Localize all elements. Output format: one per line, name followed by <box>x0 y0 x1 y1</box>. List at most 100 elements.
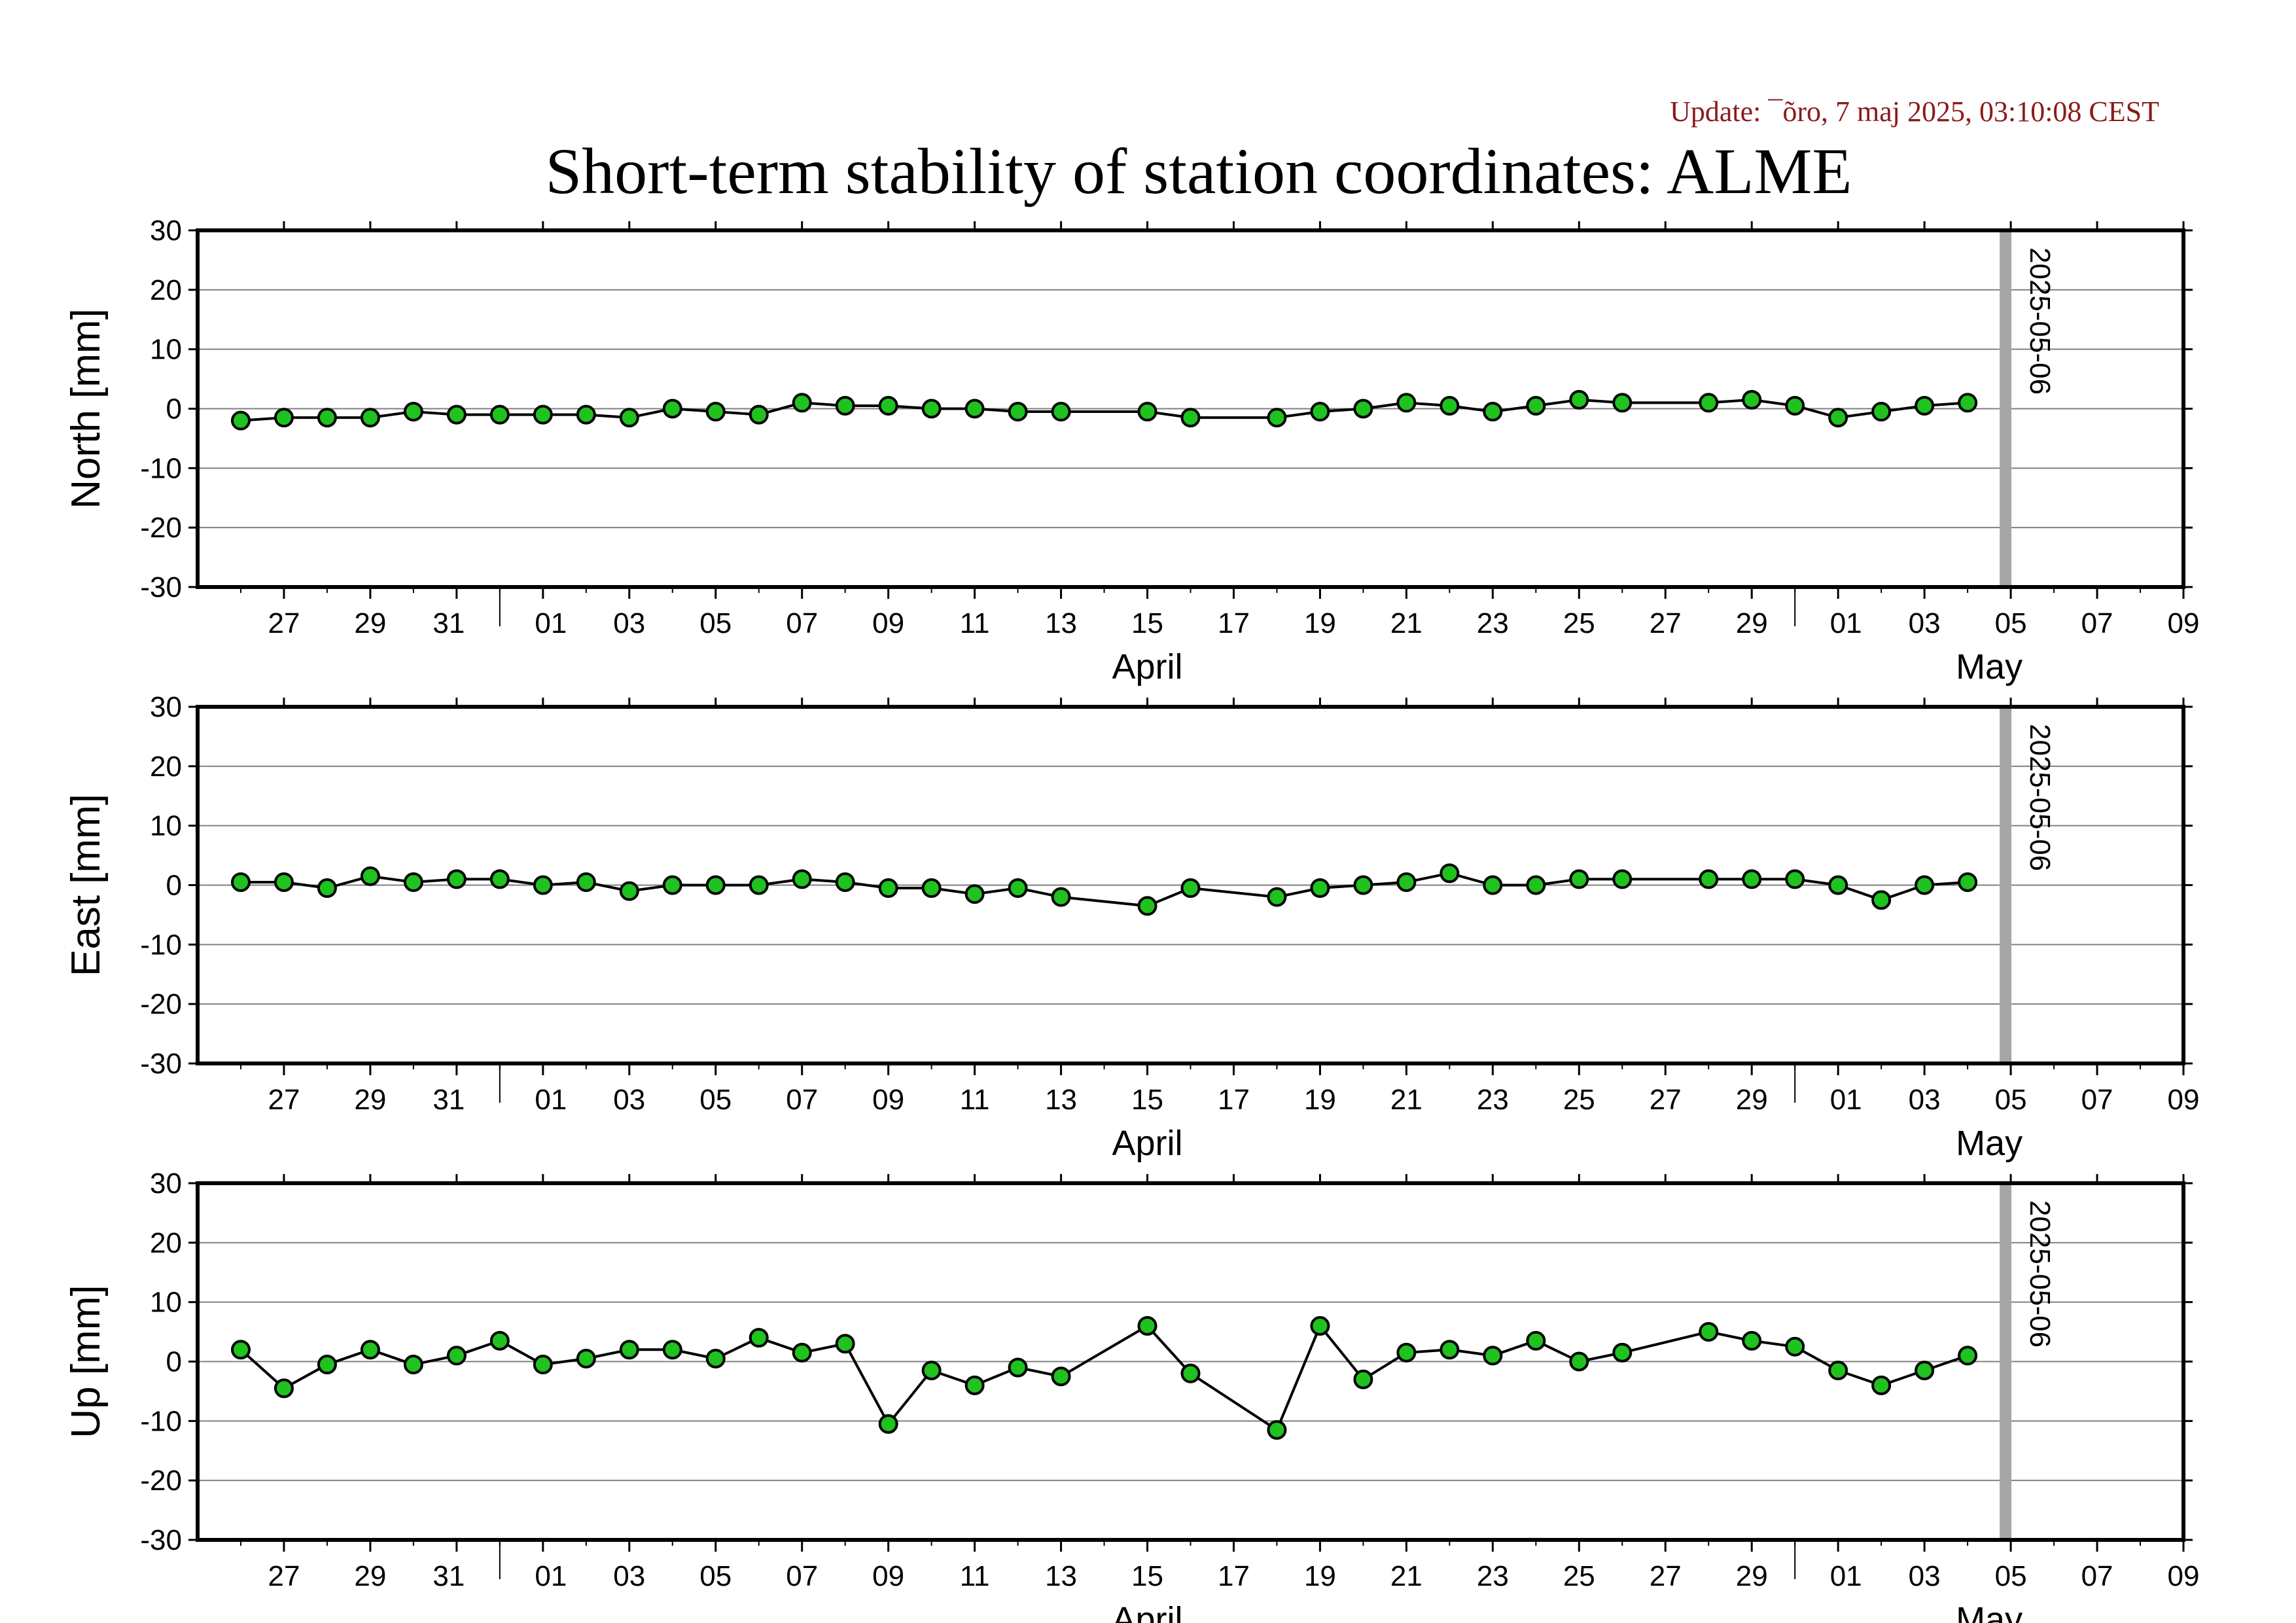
x-tick-label: 25 <box>1563 1560 1595 1592</box>
x-tick-label: 27 <box>268 607 300 639</box>
y-tick-label: -20 <box>140 988 182 1020</box>
x-tick-label: 19 <box>1304 1560 1336 1592</box>
data-point <box>835 1334 855 1354</box>
x-tick-label: 29 <box>354 1560 386 1592</box>
y-tick-label: 30 <box>150 691 182 723</box>
data-point <box>662 399 682 419</box>
x-tick-label: 07 <box>2081 1560 2113 1592</box>
y-tick-label: -30 <box>140 1524 182 1556</box>
data-point <box>1051 1366 1071 1387</box>
x-tick-label: 27 <box>1650 607 1682 639</box>
data-point <box>705 1348 726 1368</box>
data-point <box>1180 878 1201 899</box>
data-point <box>1396 393 1417 413</box>
x-tick-label: 07 <box>2081 607 2113 639</box>
x-tick-label: 03 <box>613 1084 645 1116</box>
data-point <box>1137 402 1157 422</box>
data-point <box>1396 872 1417 892</box>
x-tick-label: 07 <box>786 1084 818 1116</box>
data-point <box>1915 395 1935 416</box>
data-point <box>1958 872 1978 892</box>
y-tick-label: -30 <box>140 1048 182 1080</box>
x-tick-label: 09 <box>872 1560 904 1592</box>
data-point <box>1051 402 1071 422</box>
month-label-april: April <box>1112 647 1183 687</box>
x-tick-label: 15 <box>1131 1084 1163 1116</box>
x-tick-label: 21 <box>1390 1560 1422 1592</box>
data-point <box>878 1414 898 1434</box>
x-tick-label: 09 <box>2168 1084 2200 1116</box>
data-point <box>835 872 855 892</box>
chart-panel-3: 30 20 10 0 -10 -20 -30 Up [mm] 27 29 31 01 03 05 07 09 1… <box>63 1168 2199 1623</box>
data-point <box>1828 1361 1848 1381</box>
data-point <box>1742 869 1762 889</box>
month-label-april: April <box>1112 1124 1183 1163</box>
x-tick-label: 31 <box>433 1084 465 1116</box>
data-point <box>1699 869 1719 889</box>
data-point <box>1871 890 1892 910</box>
data-point <box>964 399 985 419</box>
data-point <box>662 1340 682 1360</box>
data-point <box>1396 1342 1417 1363</box>
data-point <box>1785 1336 1805 1357</box>
data-point <box>1439 863 1460 883</box>
x-tick-label: 05 <box>1995 607 2027 639</box>
data-point <box>1742 1330 1762 1351</box>
month-label-may: May <box>1956 1124 2022 1163</box>
current-date-label: 2025-05-06 <box>2024 247 2056 395</box>
data-point <box>1483 875 1503 895</box>
x-tick-label: 23 <box>1477 1084 1509 1116</box>
x-tick-label: 31 <box>433 1560 465 1592</box>
x-tick-label: 13 <box>1045 1084 1077 1116</box>
data-point <box>1267 1419 1287 1440</box>
y-axis-label: Up [mm] <box>63 1285 109 1438</box>
data-point <box>317 1355 337 1375</box>
data-point <box>1699 1322 1719 1342</box>
x-tick-label: 03 <box>613 1560 645 1592</box>
data-point <box>274 1378 294 1399</box>
x-tick-label: 25 <box>1563 1084 1595 1116</box>
data-point <box>662 875 682 895</box>
data-point <box>1569 1351 1589 1372</box>
month-label-may: May <box>1956 1600 2022 1623</box>
y-tick-label: 10 <box>150 1287 182 1319</box>
y-tick-label: 20 <box>150 274 182 306</box>
data-point <box>1612 869 1633 889</box>
data-point <box>1569 389 1589 410</box>
data-point <box>274 872 294 892</box>
data-point <box>489 404 510 425</box>
data-point <box>1612 393 1633 413</box>
x-tick-label: 29 <box>354 1084 386 1116</box>
data-point <box>1785 395 1805 416</box>
x-tick-label: 01 <box>535 1084 567 1116</box>
data-point <box>749 875 769 895</box>
x-tick-label: 27 <box>268 1084 300 1116</box>
data-point <box>1612 1342 1633 1363</box>
data-point <box>274 408 294 428</box>
data-point <box>1958 393 1978 413</box>
x-tick-label: 19 <box>1304 1084 1336 1116</box>
data-point <box>576 404 596 425</box>
data-point <box>921 1361 942 1381</box>
y-tick-label: 30 <box>150 1168 182 1200</box>
x-tick-label: 19 <box>1304 607 1336 639</box>
y-axis-label: North [mm] <box>63 308 109 509</box>
x-tick-label: 17 <box>1218 1084 1250 1116</box>
x-tick-label: 01 <box>535 607 567 639</box>
data-point <box>878 395 898 416</box>
x-tick-label: 11 <box>960 1084 990 1116</box>
data-point <box>1915 1361 1935 1381</box>
plot-frame <box>196 705 2185 1065</box>
y-tick-label: 30 <box>150 215 182 247</box>
update-timestamp: Update: ¯õro, 7 maj 2025, 03:10:08 CEST <box>1670 96 2159 128</box>
data-point <box>1310 402 1330 422</box>
x-tick-label: 21 <box>1390 607 1422 639</box>
data-point <box>619 881 639 901</box>
x-tick-label: 13 <box>1045 1560 1077 1592</box>
y-tick-label: 20 <box>150 1227 182 1259</box>
x-tick-label: 23 <box>1477 1560 1509 1592</box>
data-point <box>1526 1330 1546 1351</box>
data-point <box>360 866 380 886</box>
x-tick-label: 29 <box>1736 607 1768 639</box>
